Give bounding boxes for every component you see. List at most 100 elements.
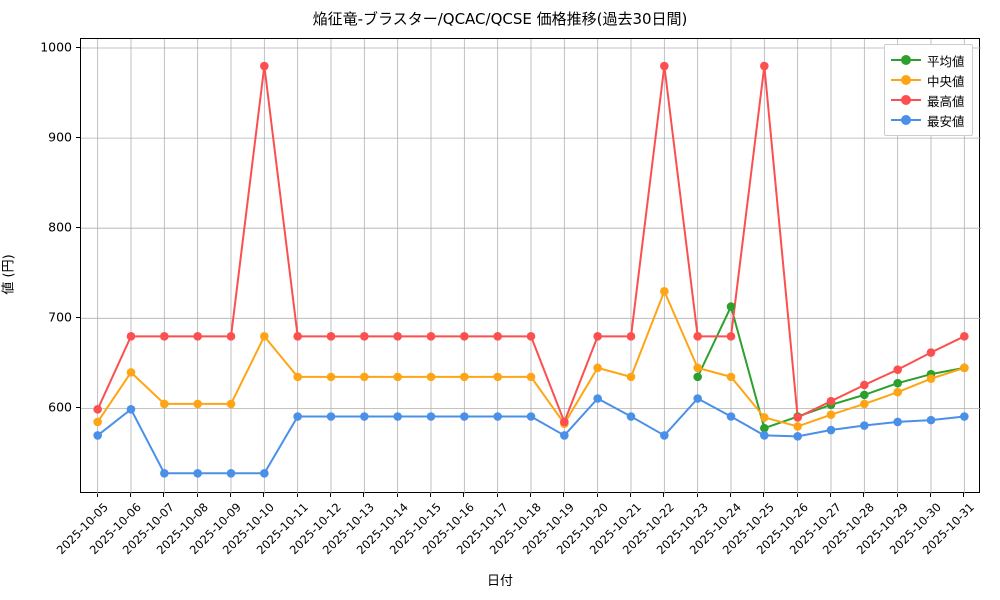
data-point-marker xyxy=(860,390,869,400)
data-point-marker xyxy=(593,363,602,373)
x-tick-mark xyxy=(296,493,298,497)
data-point-marker xyxy=(726,372,736,382)
data-point-marker xyxy=(493,412,502,421)
data-point-marker xyxy=(126,332,136,341)
data-point-marker xyxy=(726,302,736,311)
plot-svg xyxy=(81,39,981,494)
x-tick-mark xyxy=(730,493,731,497)
data-point-marker xyxy=(926,374,936,383)
data-point-marker xyxy=(460,332,469,341)
data-point-marker xyxy=(693,332,702,341)
data-point-marker xyxy=(493,332,502,341)
data-point-marker xyxy=(226,468,236,478)
data-point-marker xyxy=(593,394,602,403)
data-point-marker xyxy=(326,332,336,341)
x-tick-mark xyxy=(163,493,165,497)
data-point-marker xyxy=(860,380,869,390)
x-tick-mark xyxy=(696,493,698,497)
y-tick-label: 900 xyxy=(48,129,72,145)
legend-item[interactable]: 最高値 xyxy=(891,90,965,110)
data-point-marker xyxy=(793,422,802,431)
data-point-marker xyxy=(193,468,202,478)
data-point-marker xyxy=(660,61,669,71)
legend-label: 平均値 xyxy=(927,53,965,69)
data-point-marker xyxy=(593,332,602,341)
data-point-marker xyxy=(126,405,136,414)
data-point-marker xyxy=(960,412,969,421)
data-point-marker xyxy=(793,432,802,441)
data-point-marker xyxy=(893,387,902,397)
legend-item[interactable]: 最安値 xyxy=(891,110,965,130)
data-point-marker xyxy=(960,332,969,341)
data-point-marker xyxy=(393,412,402,421)
data-point-marker xyxy=(660,286,669,296)
data-point-marker xyxy=(626,412,636,421)
legend-label: 中央値 xyxy=(927,73,965,89)
legend-label: 最高値 xyxy=(927,93,965,109)
data-point-marker xyxy=(160,399,169,409)
x-tick-mark xyxy=(830,493,831,497)
data-point-marker xyxy=(526,332,536,341)
plot-area xyxy=(80,38,981,494)
x-tick-mark xyxy=(863,493,865,497)
data-point-marker xyxy=(193,332,202,341)
legend-item[interactable]: 中央値 xyxy=(891,70,965,90)
x-tick-mark xyxy=(430,493,431,497)
data-point-marker xyxy=(860,399,869,409)
chart-legend: 平均値中央値最高値最安値 xyxy=(884,44,973,136)
data-point-marker xyxy=(793,413,802,422)
data-point-marker xyxy=(626,372,636,382)
legend-item[interactable]: 平均値 xyxy=(891,50,965,70)
data-point-marker xyxy=(360,372,369,382)
y-tick-mark xyxy=(76,317,80,319)
x-tick-mark xyxy=(330,493,331,497)
legend-color-swatch xyxy=(891,93,921,107)
data-point-marker xyxy=(693,363,702,373)
data-point-marker xyxy=(260,332,269,341)
data-point-marker xyxy=(726,412,736,421)
y-tick-label: 800 xyxy=(48,219,72,235)
data-point-marker xyxy=(460,372,469,382)
x-tick-mark xyxy=(230,493,231,497)
chart-title: 焔征竜-ブラスター/QCAC/QCSE 価格推移(過去30日間) xyxy=(312,10,688,28)
legend-color-swatch xyxy=(891,73,921,87)
data-point-marker xyxy=(893,378,902,388)
data-point-marker xyxy=(893,417,902,427)
x-tick-mark xyxy=(663,493,665,497)
data-point-marker xyxy=(926,415,936,425)
data-point-marker xyxy=(393,332,402,341)
data-point-marker xyxy=(460,412,469,421)
data-point-marker xyxy=(693,394,702,403)
y-tick-mark xyxy=(76,407,80,409)
data-point-marker xyxy=(326,372,336,382)
data-point-marker xyxy=(326,412,336,421)
data-point-marker xyxy=(526,372,536,382)
data-point-marker xyxy=(760,431,769,440)
data-point-marker xyxy=(926,348,936,357)
data-point-marker xyxy=(260,468,269,478)
data-point-marker xyxy=(360,412,369,421)
x-tick-mark xyxy=(363,493,365,497)
data-point-marker xyxy=(826,410,836,420)
y-axis: 600 700 800 900 1000 xyxy=(0,0,72,600)
legend-color-swatch xyxy=(891,113,921,127)
x-tick-mark xyxy=(596,493,598,497)
data-point-marker xyxy=(826,396,836,406)
data-point-marker xyxy=(860,421,869,430)
legend-color-swatch xyxy=(891,53,921,67)
data-point-marker xyxy=(693,372,702,382)
x-tick-mark xyxy=(796,493,798,497)
x-tick-mark xyxy=(263,493,265,497)
legend-label: 最安値 xyxy=(927,113,965,129)
data-point-marker xyxy=(493,372,502,382)
x-tick-mark xyxy=(896,493,898,497)
data-point-marker xyxy=(560,431,569,440)
data-point-marker xyxy=(293,412,302,421)
x-tick-mark xyxy=(930,493,931,497)
x-tick-mark xyxy=(196,493,198,497)
y-tick-label: 700 xyxy=(48,309,72,325)
data-point-marker xyxy=(160,332,169,341)
x-axis-label: 日付 xyxy=(486,574,513,589)
data-point-marker xyxy=(560,417,569,427)
